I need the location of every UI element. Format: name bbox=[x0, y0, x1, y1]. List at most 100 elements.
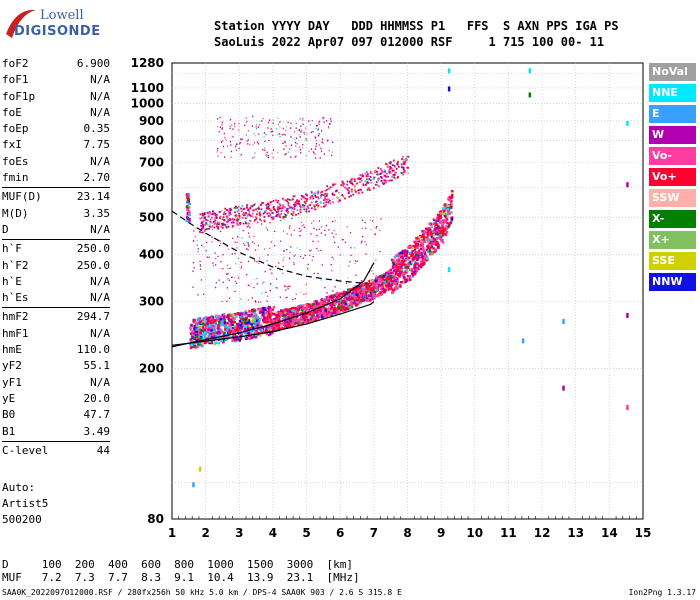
echo-point bbox=[281, 311, 285, 315]
echo-point bbox=[287, 151, 289, 153]
echo-point bbox=[304, 254, 306, 257]
echo-point bbox=[364, 180, 367, 183]
echo-point bbox=[395, 277, 399, 281]
echo-point bbox=[309, 307, 312, 310]
echo-point bbox=[318, 304, 321, 307]
echo-point bbox=[266, 313, 270, 317]
echo-point bbox=[380, 281, 384, 284]
echo-point bbox=[369, 172, 372, 174]
echo-point bbox=[251, 321, 255, 324]
echo-point bbox=[289, 310, 292, 314]
echo-point bbox=[306, 321, 310, 324]
echo-point bbox=[198, 331, 201, 335]
echo-point bbox=[301, 320, 304, 323]
echo-point bbox=[196, 244, 198, 247]
echo-point bbox=[363, 293, 366, 296]
echo-point bbox=[236, 221, 239, 223]
echo-point bbox=[279, 121, 281, 123]
echo-point bbox=[360, 297, 364, 300]
echo-point bbox=[284, 325, 287, 329]
echo-point bbox=[252, 308, 255, 311]
echo-point bbox=[380, 176, 382, 178]
echo-point bbox=[224, 136, 226, 139]
echo-point bbox=[440, 220, 444, 224]
echo-point bbox=[336, 197, 339, 200]
echo-point bbox=[311, 312, 315, 316]
echo-point bbox=[421, 230, 424, 233]
echo-point bbox=[230, 221, 233, 224]
echo-point bbox=[325, 203, 327, 206]
echo-point bbox=[235, 145, 237, 148]
echo-point bbox=[203, 212, 206, 214]
echo-point bbox=[339, 296, 342, 300]
echo-point bbox=[260, 331, 264, 335]
echo-point bbox=[324, 307, 328, 310]
param-row: fmin 2.70 bbox=[2, 170, 110, 186]
echo-point bbox=[420, 241, 424, 244]
echo-point bbox=[426, 229, 430, 233]
echo-point bbox=[312, 305, 315, 309]
echo-point bbox=[223, 211, 226, 213]
echo-point bbox=[239, 318, 243, 322]
echo-point bbox=[346, 295, 350, 298]
echo-point bbox=[446, 212, 450, 216]
echo-point bbox=[207, 328, 210, 332]
y-tick-label: 700 bbox=[139, 155, 164, 169]
echo-point bbox=[244, 337, 248, 341]
echo-point bbox=[626, 405, 629, 410]
echo-point bbox=[212, 334, 216, 338]
echo-point bbox=[366, 188, 369, 191]
echo-point bbox=[341, 300, 344, 303]
echo-point bbox=[210, 335, 214, 339]
echo-point bbox=[206, 241, 208, 244]
echo-point bbox=[260, 329, 264, 332]
echo-point bbox=[290, 313, 293, 316]
echo-point bbox=[210, 212, 212, 215]
echo-point bbox=[340, 292, 343, 296]
echo-point bbox=[254, 134, 256, 137]
echo-point bbox=[336, 297, 339, 301]
echo-point bbox=[439, 226, 442, 230]
echo-point bbox=[396, 265, 400, 269]
echo-point bbox=[253, 142, 256, 144]
echo-point bbox=[285, 325, 289, 329]
echo-point bbox=[197, 320, 200, 324]
echo-point bbox=[336, 310, 340, 313]
echo-point bbox=[401, 272, 405, 276]
echo-point bbox=[218, 318, 221, 322]
echo-point bbox=[310, 196, 312, 198]
echo-point bbox=[205, 337, 208, 340]
echo-point bbox=[194, 335, 198, 339]
echo-point bbox=[262, 313, 265, 317]
echo-point bbox=[233, 333, 237, 337]
muf-distance-table: D 100 200 400 600 800 1000 1500 3000 [km… bbox=[2, 558, 360, 584]
echo-point bbox=[271, 152, 273, 155]
echo-point bbox=[422, 250, 425, 253]
echo-point bbox=[406, 277, 409, 281]
echo-point bbox=[409, 252, 412, 255]
echo-point bbox=[363, 282, 367, 285]
echo-point bbox=[242, 318, 245, 322]
echo-point bbox=[313, 204, 316, 207]
echo-point bbox=[329, 303, 332, 307]
echo-point bbox=[240, 327, 243, 330]
echo-point bbox=[354, 260, 357, 262]
echo-point bbox=[303, 304, 306, 307]
echo-point bbox=[224, 224, 227, 226]
echo-point bbox=[245, 121, 247, 124]
echo-point bbox=[237, 327, 241, 331]
echo-point bbox=[277, 267, 280, 269]
echo-point bbox=[272, 329, 275, 332]
echo-point bbox=[204, 333, 207, 337]
echo-point bbox=[227, 315, 230, 318]
echo-point bbox=[335, 189, 338, 192]
echo-point bbox=[290, 234, 293, 236]
echo-point bbox=[199, 320, 202, 323]
echo-point bbox=[233, 317, 236, 320]
echo-point bbox=[442, 220, 445, 224]
echo-point bbox=[315, 143, 317, 145]
echo-point bbox=[212, 321, 215, 324]
echo-point bbox=[211, 318, 214, 321]
echo-point bbox=[261, 313, 264, 317]
echo-point bbox=[220, 151, 222, 154]
